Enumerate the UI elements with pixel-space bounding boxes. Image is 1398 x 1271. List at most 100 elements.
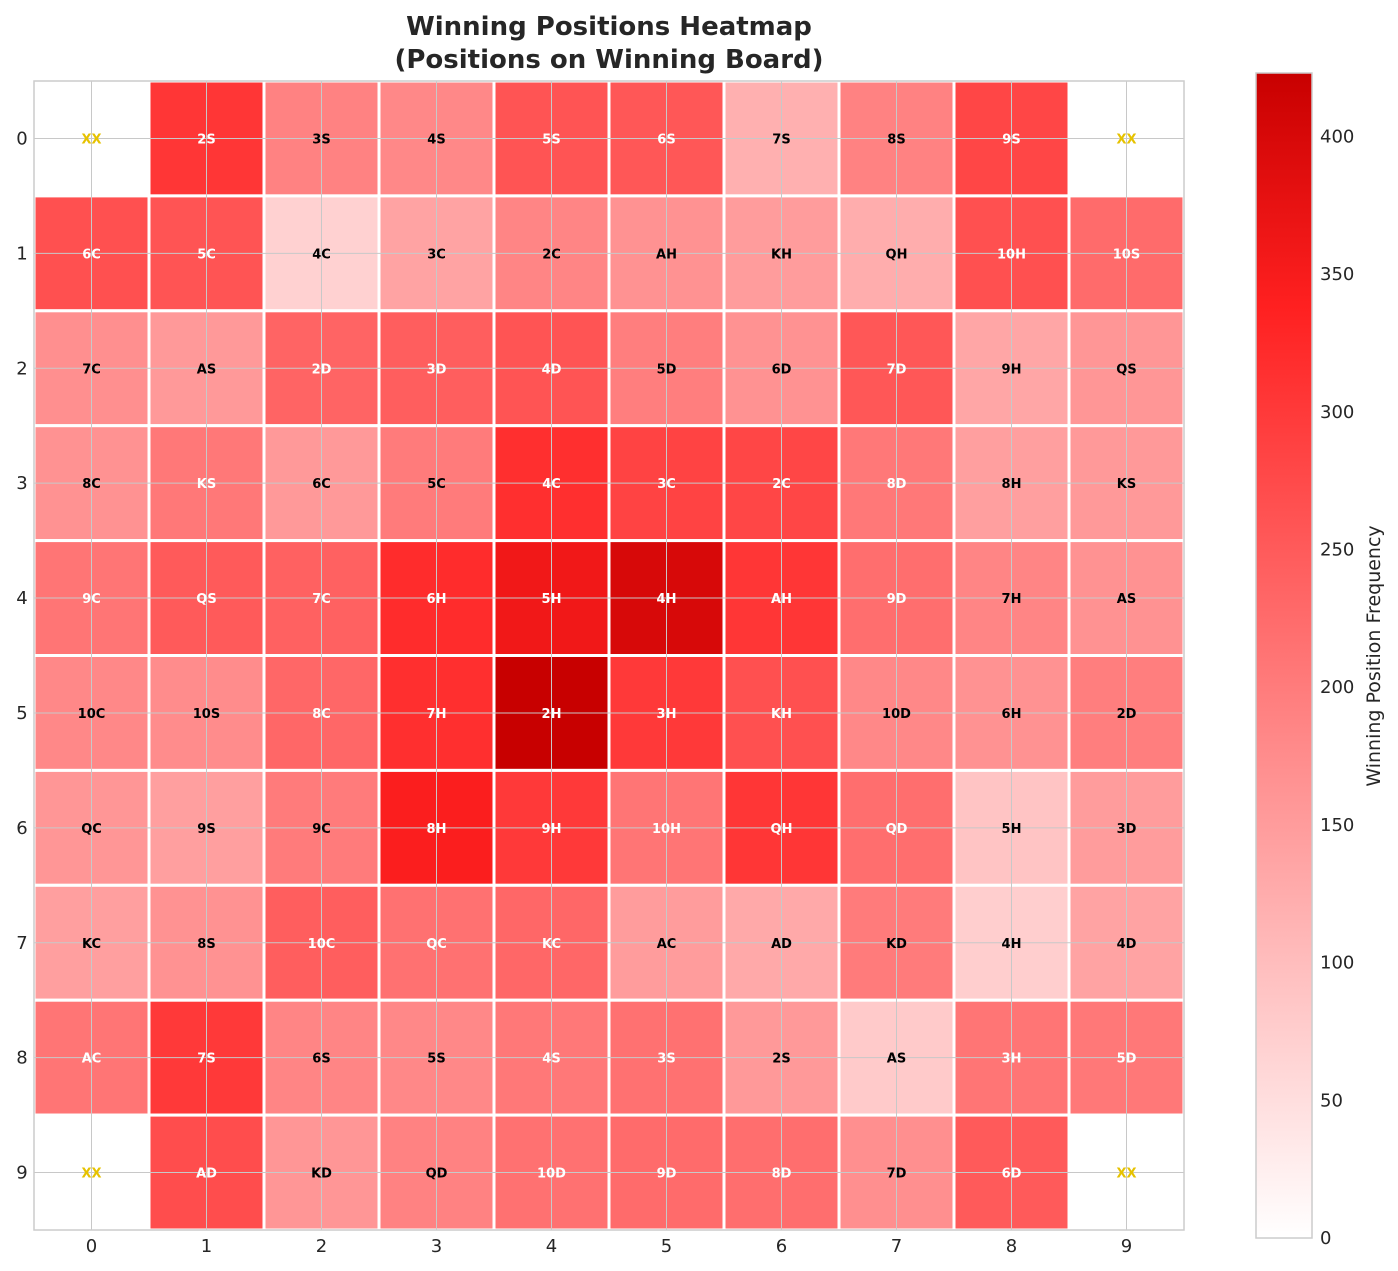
cell-label: 8H bbox=[1002, 477, 1022, 492]
cell-label: 5C bbox=[197, 247, 216, 262]
cell-label: QD bbox=[886, 822, 908, 837]
cell-label: KD bbox=[886, 937, 907, 952]
cell-label: 3D bbox=[427, 362, 447, 377]
cell-label: 6C bbox=[82, 247, 101, 262]
x-tick-label: 7 bbox=[891, 1236, 902, 1257]
colorbar-tick-label: 400 bbox=[1320, 126, 1354, 147]
cell-label: 9C bbox=[82, 592, 101, 607]
cell-label: KH bbox=[771, 707, 792, 722]
cell-label: QD bbox=[426, 1167, 448, 1182]
cell-label: 7D bbox=[887, 362, 907, 377]
cell-label: AC bbox=[657, 937, 677, 952]
cell-label: 3D bbox=[1117, 822, 1137, 837]
x-tick-label: 0 bbox=[86, 1236, 97, 1257]
cell-label: 7H bbox=[1002, 592, 1022, 607]
cell-label: 5S bbox=[427, 1052, 445, 1067]
cell-label: 9S bbox=[1002, 132, 1020, 147]
cell-label: 3S bbox=[312, 132, 330, 147]
y-tick-label: 2 bbox=[16, 358, 27, 379]
cell-label: 6S bbox=[312, 1052, 330, 1067]
cell-label: 8D bbox=[772, 1167, 792, 1182]
cell-label: 8S bbox=[197, 937, 215, 952]
cell-label: AH bbox=[771, 592, 792, 607]
cell-label: 7S bbox=[197, 1052, 215, 1067]
y-tick-label: 1 bbox=[16, 243, 27, 264]
cell-label: 4H bbox=[657, 592, 677, 607]
x-tick-label: 9 bbox=[1121, 1236, 1132, 1257]
cell-label: AC bbox=[82, 1052, 102, 1067]
x-tick-label: 5 bbox=[661, 1236, 672, 1257]
y-tick-label: 3 bbox=[16, 473, 27, 494]
cell-label: 4C bbox=[312, 247, 331, 262]
colorbar-tick-label: 200 bbox=[1320, 677, 1354, 698]
cell-label: KC bbox=[542, 937, 561, 952]
cell-label: 6S bbox=[657, 132, 675, 147]
cell-label: 3C bbox=[427, 247, 446, 262]
y-tick-label: 0 bbox=[16, 128, 27, 149]
colorbar-gradient bbox=[1255, 72, 1313, 1239]
y-tick-label: 9 bbox=[16, 1163, 27, 1184]
cell-label: XX bbox=[81, 132, 101, 147]
cell-label: 8C bbox=[312, 707, 331, 722]
colorbar-tick-label: 250 bbox=[1320, 539, 1354, 560]
cell-label: 5H bbox=[1002, 822, 1022, 837]
cell-label: 8C bbox=[82, 477, 101, 492]
cell-label: 7D bbox=[887, 1167, 907, 1182]
cell-label: 4H bbox=[1002, 937, 1022, 952]
cell-label: 5S bbox=[542, 132, 560, 147]
cell-label: KC bbox=[82, 937, 101, 952]
cell-label: 9C bbox=[312, 822, 331, 837]
x-tick-label: 4 bbox=[546, 1236, 557, 1257]
cell-label: 5D bbox=[657, 362, 677, 377]
colorbar-tick-label: 350 bbox=[1320, 264, 1354, 285]
cell-label: 2S bbox=[197, 132, 215, 147]
plot-frame bbox=[33, 80, 1185, 1231]
cell-label: 4D bbox=[1117, 937, 1137, 952]
cell-label: 7C bbox=[82, 362, 101, 377]
cell-label: KD bbox=[311, 1167, 332, 1182]
cell-label: KH bbox=[771, 247, 792, 262]
plot-area: XX 2S 3S 4S 5S 6S 7S 8S 9S XX 6C 5C 4C 3C 2C AH KH QH 10H 1… bbox=[16, 79, 1186, 1257]
cell-label: XX bbox=[1116, 132, 1136, 147]
colorbar-tick-label: 100 bbox=[1320, 953, 1354, 974]
cell-label: 9S bbox=[197, 822, 215, 837]
cell-label: 2C bbox=[542, 247, 561, 262]
cell-label: QC bbox=[81, 822, 102, 837]
cell-label: 6D bbox=[772, 362, 792, 377]
cell-label: XX bbox=[1116, 1167, 1136, 1182]
colorbar: 0 50 100 150 200 250 300 350 400 bbox=[1255, 72, 1354, 1249]
cell-label: 9D bbox=[657, 1167, 677, 1182]
cell-label: 2D bbox=[1117, 707, 1137, 722]
colorbar-tick-label: 300 bbox=[1320, 402, 1354, 423]
cell-label: 4D bbox=[542, 362, 562, 377]
cell-label: 10C bbox=[78, 707, 106, 722]
cell-label: 9D bbox=[887, 592, 907, 607]
cell-label: 10D bbox=[882, 707, 911, 722]
x-tick-label: 8 bbox=[1006, 1236, 1017, 1257]
cell-label: 4C bbox=[542, 477, 561, 492]
cell-label: 8S bbox=[887, 132, 905, 147]
cell-label: 9H bbox=[1002, 362, 1022, 377]
cell-label: AS bbox=[1117, 592, 1136, 607]
colorbar-tick-label: 150 bbox=[1320, 815, 1354, 836]
cell-label: 9H bbox=[542, 822, 562, 837]
cell-label: 7H bbox=[427, 707, 447, 722]
cell-label: QS bbox=[1116, 362, 1136, 377]
cell-label: 10S bbox=[1113, 247, 1140, 262]
cell-label: 2H bbox=[542, 707, 562, 722]
cell-label: 7C bbox=[312, 592, 331, 607]
x-tick-label: 3 bbox=[431, 1236, 442, 1257]
chart-subtitle: (Positions on Winning Board) bbox=[394, 45, 823, 75]
cell-label: AS bbox=[887, 1052, 906, 1067]
cell-label: QH bbox=[771, 822, 793, 837]
cell-label: 5H bbox=[542, 592, 562, 607]
y-tick-label: 4 bbox=[16, 588, 27, 609]
cell-label: 3H bbox=[1002, 1052, 1022, 1067]
cell-label: AD bbox=[771, 937, 792, 952]
cell-label: 3S bbox=[657, 1052, 675, 1067]
cell-label: 5D bbox=[1117, 1052, 1137, 1067]
cell-label: 3C bbox=[657, 477, 676, 492]
cell-label: 5C bbox=[427, 477, 446, 492]
chart-title: Winning Positions Heatmap bbox=[406, 12, 812, 42]
